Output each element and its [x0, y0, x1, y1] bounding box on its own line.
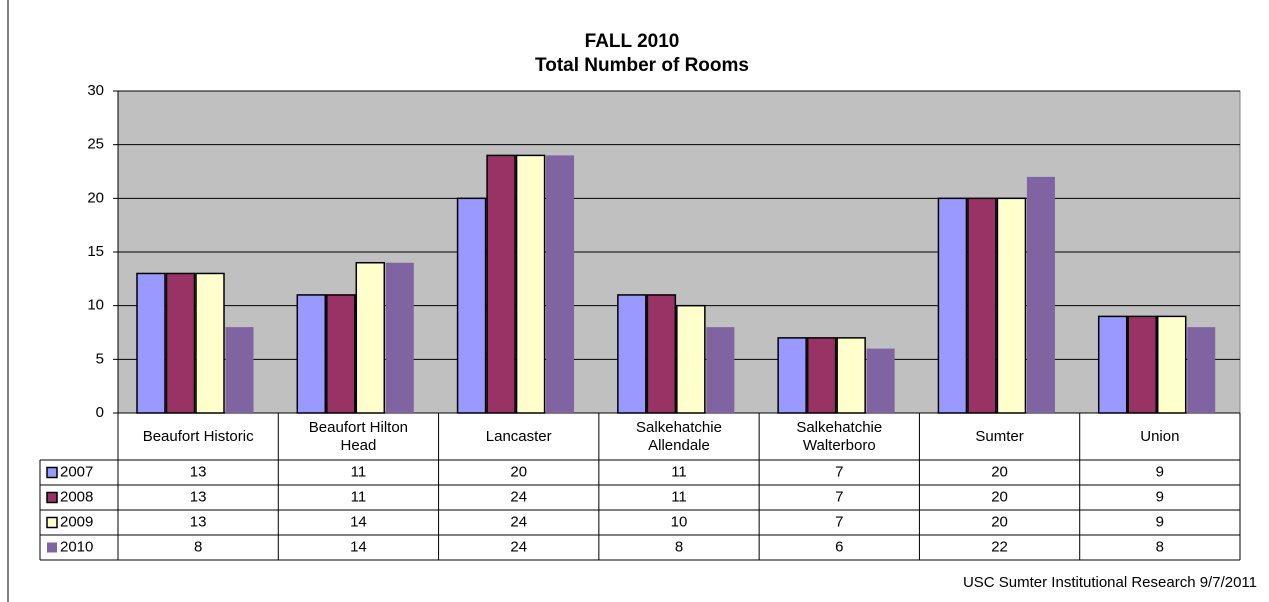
bar — [676, 304, 706, 414]
bar — [937, 197, 968, 414]
footnote: USC Sumter Institutional Research 9/7/20… — [963, 574, 1257, 591]
bar — [326, 294, 356, 414]
bar — [1187, 327, 1216, 413]
bar — [165, 272, 196, 414]
bar — [777, 337, 807, 414]
category-label: Beaufort Hilton Head — [308, 419, 409, 454]
bar — [515, 154, 546, 414]
y-tick-label: 15 — [87, 243, 104, 260]
table-value: 11 — [671, 488, 687, 505]
table-value: 14 — [350, 538, 367, 555]
table-value: 14 — [350, 513, 367, 530]
bar — [866, 348, 895, 413]
table-value: 13 — [190, 488, 207, 505]
table-value: 11 — [351, 488, 367, 505]
bar — [646, 294, 677, 414]
table-value: 10 — [671, 513, 688, 530]
table-value: 20 — [991, 463, 1008, 480]
bar — [1026, 176, 1055, 413]
table-value: 24 — [510, 538, 527, 555]
category-label: Salkehatchie Allendale — [636, 419, 722, 454]
bar — [617, 294, 647, 414]
y-tick-label: 30 — [87, 82, 104, 99]
chart-title: FALL 2010 — [585, 31, 680, 52]
legend-label: 2007 — [60, 463, 93, 480]
table-value: 9 — [1156, 463, 1164, 480]
category-label: Sumter — [975, 428, 1024, 445]
bar — [806, 337, 837, 414]
table-value: 20 — [991, 513, 1008, 530]
table-value: 20 — [510, 463, 527, 480]
table-value: 6 — [835, 538, 843, 555]
bar — [385, 262, 414, 413]
legend-key — [47, 542, 57, 553]
legend-key — [46, 516, 58, 529]
legend-label: 2010 — [60, 538, 93, 555]
table-value: 7 — [835, 513, 843, 530]
bar — [967, 197, 997, 414]
table-value: 7 — [835, 488, 843, 505]
table-value: 8 — [675, 538, 683, 555]
legend-key — [46, 466, 58, 479]
y-tick-label: 5 — [96, 350, 104, 367]
category-label: Salkehatchie Walterboro — [796, 419, 883, 454]
table-value: 11 — [351, 463, 367, 480]
table-value: 9 — [1156, 488, 1164, 505]
y-tick-label: 10 — [87, 297, 104, 314]
table-value: 9 — [1156, 513, 1164, 530]
table-value: 22 — [991, 538, 1008, 555]
y-tick-label: 0 — [96, 404, 104, 421]
category-label: Lancaster — [485, 428, 552, 445]
chart-subtitle: Total Number of Rooms — [535, 55, 749, 76]
bar — [996, 197, 1027, 414]
bar — [546, 155, 575, 413]
category-label: Union — [1140, 428, 1180, 445]
bar — [706, 327, 735, 413]
bar — [195, 272, 225, 414]
bar — [296, 294, 327, 414]
y-tick-label: 25 — [87, 136, 104, 153]
category-label: Beaufort Historic — [142, 428, 254, 445]
bar — [136, 272, 166, 414]
table-value: 24 — [510, 488, 527, 505]
legend-key — [46, 491, 58, 504]
legend-label: 2009 — [60, 513, 93, 530]
bar — [1097, 315, 1128, 414]
table-value: 24 — [510, 513, 527, 530]
table-value: 13 — [190, 513, 207, 530]
bar — [1127, 315, 1157, 414]
table-value: 20 — [991, 488, 1008, 505]
table-value: 13 — [190, 463, 207, 480]
table-value: 7 — [835, 463, 843, 480]
bar — [486, 154, 516, 414]
bar — [355, 261, 386, 414]
table-value: 8 — [194, 538, 202, 555]
legend-label: 2008 — [60, 488, 93, 505]
y-tick-label: 20 — [87, 189, 104, 206]
bar — [456, 197, 487, 414]
bar — [1156, 315, 1187, 414]
bar — [225, 327, 254, 413]
table-value: 11 — [671, 463, 687, 480]
bar — [836, 337, 866, 414]
table-value: 8 — [1156, 538, 1164, 555]
